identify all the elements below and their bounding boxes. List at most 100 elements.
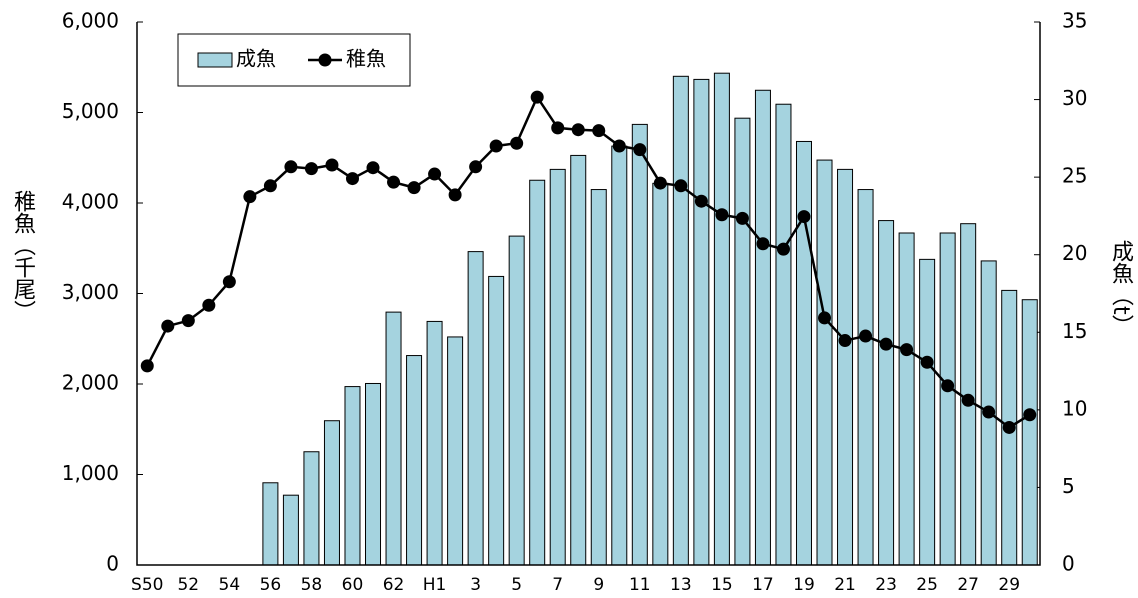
line-marker (900, 343, 914, 357)
line-marker (694, 194, 708, 208)
line-marker (304, 162, 318, 176)
line-marker (756, 237, 770, 251)
x-tick-label: 62 (383, 575, 405, 595)
bar (262, 482, 279, 566)
bar (385, 311, 402, 566)
bar (344, 386, 361, 566)
y2-axis-title: 成魚（t） (1108, 240, 1134, 337)
line-marker (735, 211, 749, 225)
bar (467, 251, 484, 566)
line-marker (838, 334, 852, 348)
x-tick-label: 11 (629, 575, 651, 595)
line-marker (879, 337, 893, 351)
line-marker (551, 121, 565, 135)
bar (919, 258, 936, 566)
line-marker (366, 161, 380, 175)
line-marker (941, 379, 955, 393)
line-marker (653, 176, 667, 190)
x-tick-label: 21 (834, 575, 856, 595)
line-marker (776, 242, 790, 256)
y-tick-label: 2,000 (62, 371, 119, 395)
bar (631, 123, 648, 566)
bar (323, 420, 340, 566)
y2-tick-label: 10 (1062, 396, 1087, 420)
line-marker (674, 179, 688, 193)
y2-tick-label: 35 (1062, 9, 1087, 33)
y2-tick-label: 0 (1062, 552, 1075, 576)
bar (652, 182, 669, 566)
line-marker (489, 139, 503, 153)
x-tick-label: 27 (957, 575, 979, 595)
x-tick-label: 7 (552, 575, 563, 595)
x-tick-label: 52 (177, 575, 199, 595)
line-marker (592, 124, 606, 138)
bar (939, 232, 956, 566)
bar (488, 275, 505, 566)
line-marker (612, 139, 626, 153)
line-marker (1002, 420, 1016, 434)
line-marker (428, 167, 442, 181)
line-marker (920, 355, 934, 369)
x-tick-label: 19 (793, 575, 815, 595)
legend-swatch (197, 52, 233, 68)
x-tick-label: 15 (711, 575, 733, 595)
bar (303, 451, 320, 566)
bar (447, 336, 464, 566)
x-tick-label: 58 (301, 575, 323, 595)
legend-label: 稚魚 (346, 47, 386, 71)
line-marker (1023, 408, 1037, 422)
bar (754, 89, 771, 566)
bar (837, 168, 854, 566)
x-tick-label: 54 (219, 575, 241, 595)
line-marker (407, 181, 421, 195)
y-tick-label: 3,000 (62, 280, 119, 304)
bar (365, 382, 382, 566)
line-marker (181, 314, 195, 328)
bar (898, 232, 915, 566)
line-marker (715, 208, 729, 222)
y-tick-label: 4,000 (62, 190, 119, 214)
bar (775, 103, 792, 566)
line-marker (530, 90, 544, 104)
bar (713, 72, 730, 566)
y2-tick-label: 5 (1062, 474, 1075, 498)
line-marker (448, 188, 462, 202)
y2-tick-label: 30 (1062, 86, 1087, 110)
line-marker (961, 393, 975, 407)
line-marker (469, 160, 483, 174)
legend-swatch-marker (318, 53, 332, 67)
y-tick-label: 5,000 (62, 99, 119, 123)
x-tick-label: 9 (593, 575, 604, 595)
line-marker (510, 136, 524, 150)
line-marker (797, 210, 811, 224)
line (146, 94, 1031, 429)
line-marker (982, 405, 996, 419)
x-tick-label: 13 (670, 575, 692, 595)
bar (570, 154, 587, 566)
x-tick-label: 25 (916, 575, 938, 595)
y-tick-label: 6,000 (62, 9, 119, 33)
bar (508, 235, 525, 566)
axes (136, 22, 1041, 566)
y2-tick-label: 25 (1062, 164, 1087, 188)
x-tick-label: 17 (752, 575, 774, 595)
line-marker (859, 329, 873, 343)
x-tick-label: 5 (511, 575, 522, 595)
bar (734, 117, 751, 566)
bar (878, 220, 895, 566)
y-tick-label: 1,000 (62, 461, 119, 485)
line-marker (387, 175, 401, 189)
bar (529, 179, 546, 566)
line-marker (633, 143, 647, 157)
bar (549, 168, 566, 566)
x-tick-label: H1 (423, 575, 447, 595)
bar (1021, 299, 1038, 566)
line-marker (140, 359, 154, 373)
line-marker (243, 190, 257, 204)
x-tick-label: 23 (875, 575, 897, 595)
line-marker (161, 319, 175, 333)
bar (795, 140, 812, 566)
y-axis-title: 稚魚（千尾） (10, 190, 36, 322)
line-marker (325, 158, 339, 172)
